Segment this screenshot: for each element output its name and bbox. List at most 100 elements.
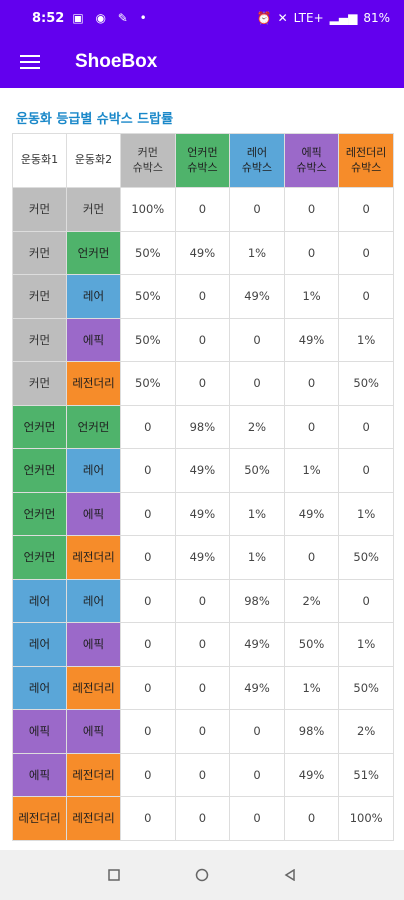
- table-header-cell: 레전더리 슈박스: [338, 133, 394, 188]
- table-cell: 0: [283, 796, 340, 841]
- table-row: 레전더리 레전더리 0 0 0 0 100%: [12, 796, 394, 841]
- table-cell: 50%: [338, 361, 394, 406]
- table-cell: 0: [229, 796, 285, 841]
- table-cell: 0: [174, 709, 231, 754]
- table-cell: 50%: [338, 535, 394, 580]
- table-cell: 커먼: [12, 317, 67, 362]
- table-cell: 0: [174, 578, 231, 623]
- table-cell: 0: [174, 274, 231, 319]
- table-cell: 0: [120, 448, 176, 493]
- table-cell: 100%: [338, 796, 394, 841]
- hamburger-menu-icon: [20, 55, 40, 69]
- table-row: 언커먼 언커먼 0 98% 2% 0 0: [12, 404, 394, 449]
- table-cell: 50%: [120, 361, 176, 406]
- status-right: ⏰ ✕ LTE+ ▂▄▆ 81%: [257, 11, 390, 25]
- table-cell: 0: [120, 622, 176, 667]
- table-cell: 레어: [66, 578, 121, 623]
- table-cell: 레전더리: [66, 796, 121, 841]
- table-cell: 98%: [283, 709, 340, 754]
- table-cell: 49%: [229, 622, 285, 667]
- table-cell: 레전더리: [66, 535, 121, 580]
- table-cell: 1%: [229, 535, 285, 580]
- table-cell: 레전더리: [66, 752, 121, 797]
- square-icon: [108, 869, 120, 881]
- table-cell: 0: [120, 665, 176, 710]
- table-header-cell: 운동화2: [66, 133, 121, 188]
- table-cell: 레어: [66, 274, 121, 319]
- table-cell: 에픽: [66, 491, 121, 536]
- table-cell: 1%: [338, 622, 394, 667]
- table-cell: 49%: [229, 274, 285, 319]
- table-row: 언커먼 에픽 0 49% 1% 49% 1%: [12, 491, 394, 536]
- table-cell: 0: [229, 752, 285, 797]
- table-cell: 1%: [338, 491, 394, 536]
- table-cell: 1%: [338, 317, 394, 362]
- table-cell: 레전더리: [12, 796, 67, 841]
- table-cell: 레어: [12, 578, 67, 623]
- table-cell: 0: [229, 317, 285, 362]
- table-row: 커먼 레전더리 50% 0 0 0 50%: [12, 361, 394, 406]
- table-cell: 49%: [229, 665, 285, 710]
- app-bar: ShoeBox: [0, 36, 404, 88]
- table-cell: 에픽: [66, 317, 121, 362]
- table-header-cell: 커먼 슈박스: [120, 133, 176, 188]
- table-cell: 1%: [283, 274, 340, 319]
- table-cell: 0: [338, 274, 394, 319]
- table-row: 레어 에픽 0 0 49% 50% 1%: [12, 622, 394, 667]
- table-cell: 0: [338, 230, 394, 275]
- status-time: 8:52: [32, 10, 65, 26]
- table-cell: 언커먼: [66, 230, 121, 275]
- table-cell: 50%: [283, 622, 340, 667]
- back-button[interactable]: [275, 860, 305, 890]
- table-cell: 에픽: [66, 709, 121, 754]
- table-cell: 언커먼: [66, 404, 121, 449]
- table-cell: 51%: [338, 752, 394, 797]
- table-cell: 49%: [283, 317, 340, 362]
- table-cell: 언커먼: [12, 535, 67, 580]
- section-title: 운동화 등급별 슈박스 드랍률: [16, 112, 174, 127]
- table-cell: 50%: [120, 317, 176, 362]
- table-row: 레어 레어 0 0 98% 2% 0: [12, 578, 394, 623]
- table-cell: 언커먼: [12, 491, 67, 536]
- table-cell: 0: [283, 404, 340, 449]
- table-cell: 레전더리: [66, 361, 121, 406]
- table-cell: 커먼: [66, 187, 121, 232]
- table-cell: 0: [283, 230, 340, 275]
- table-cell: 에픽: [66, 622, 121, 667]
- table-cell: 49%: [174, 448, 231, 493]
- table-row: 커먼 에픽 50% 0 0 49% 1%: [12, 317, 394, 362]
- table-cell: 커먼: [12, 187, 67, 232]
- battery-text: 81%: [363, 11, 390, 25]
- table-cell: 0: [338, 404, 394, 449]
- table-row: 에픽 에픽 0 0 0 98% 2%: [12, 709, 394, 754]
- menu-button[interactable]: [0, 36, 60, 88]
- table-header-cell: 에픽 슈박스: [283, 133, 340, 188]
- table-cell: 1%: [283, 448, 340, 493]
- table-body: 커먼 커먼 100% 0 0 0 0 커먼 언커먼 50% 49% 1% 0 0 커먼 레어 50% 0 49% 1%…: [12, 187, 394, 841]
- table-cell: 레전더리: [66, 665, 121, 710]
- table-cell: 0: [120, 404, 176, 449]
- table-cell: 언커먼: [12, 448, 67, 493]
- app-title: ShoeBox: [75, 51, 158, 72]
- home-button[interactable]: [187, 860, 217, 890]
- status-bar: 8:52 ▣ ◉ ✎ • ⏰ ✕ LTE+ ▂▄▆ 81%: [0, 0, 404, 36]
- table-cell: 0: [174, 752, 231, 797]
- network-label: LTE+: [293, 11, 324, 25]
- table-cell: 49%: [283, 491, 340, 536]
- recents-button[interactable]: [99, 860, 129, 890]
- table-cell: 레어: [12, 622, 67, 667]
- table-cell: 커먼: [12, 230, 67, 275]
- table-row: 언커먼 레전더리 0 49% 1% 0 50%: [12, 535, 394, 580]
- table-cell: 50%: [120, 230, 176, 275]
- signal-icon: ▂▄▆: [329, 11, 358, 25]
- table-cell: 에픽: [12, 709, 67, 754]
- table-cell: 0: [120, 752, 176, 797]
- table-cell: 0: [120, 796, 176, 841]
- table-cell: 커먼: [12, 274, 67, 319]
- table-cell: 0: [120, 491, 176, 536]
- table-cell: 0: [174, 622, 231, 667]
- table-row: 언커먼 레어 0 49% 50% 1% 0: [12, 448, 394, 493]
- table-cell: 레어: [12, 665, 67, 710]
- table-cell: 0: [174, 361, 231, 406]
- table-cell: 0: [283, 535, 340, 580]
